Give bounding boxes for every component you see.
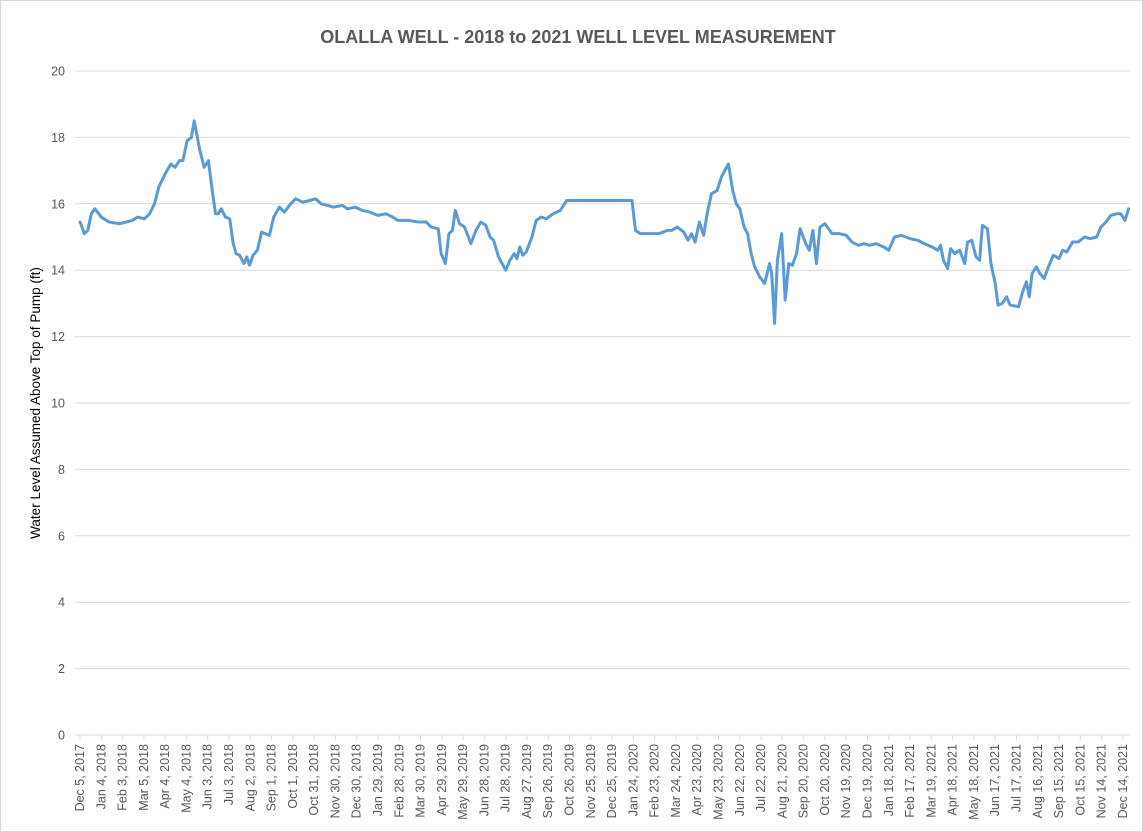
x-tick-label: Mar 30, 2019	[414, 744, 428, 818]
x-tick-label: Dec 14, 2021	[1116, 744, 1130, 818]
x-tick-label: Mar 5, 2018	[137, 744, 151, 811]
x-tick-label: Apr 18, 2021	[946, 744, 960, 816]
x-tick-label: Jan 24, 2020	[626, 744, 640, 816]
x-tick-label: May 29, 2019	[456, 744, 470, 820]
x-tick-label: Nov 14, 2021	[1095, 744, 1109, 818]
y-tick-label: 10	[51, 397, 65, 411]
x-tick-label: Sep 20, 2020	[797, 744, 811, 818]
x-tick-label: Jun 28, 2019	[477, 744, 491, 816]
x-tick-label: Oct 26, 2019	[563, 744, 577, 816]
x-tick-label: Mar 19, 2021	[924, 744, 938, 818]
x-tick-label: May 18, 2021	[967, 744, 981, 820]
x-tick-label: Mar 24, 2020	[669, 744, 683, 818]
x-tick-label: May 4, 2018	[179, 744, 193, 813]
x-tick-label: Nov 30, 2018	[328, 744, 342, 818]
y-tick-label: 18	[51, 131, 65, 145]
x-tick-label: May 23, 2020	[712, 744, 726, 820]
x-tick-label: Feb 3, 2018	[116, 744, 130, 811]
x-tick-label: Jul 28, 2019	[499, 744, 513, 812]
x-tick-label: Jun 17, 2021	[988, 744, 1002, 816]
x-tick-label: Jan 18, 2021	[882, 744, 896, 816]
y-tick-label: 2	[58, 662, 65, 676]
x-tick-label: Dec 30, 2018	[350, 744, 364, 818]
x-tick-label: Jul 22, 2020	[754, 744, 768, 812]
y-tick-label: 4	[58, 596, 65, 610]
x-tick-label: Dec 25, 2019	[605, 744, 619, 818]
x-tick-label: Oct 31, 2018	[307, 744, 321, 816]
x-tick-label: Oct 15, 2021	[1073, 744, 1087, 816]
x-tick-label: Sep 1, 2018	[265, 744, 279, 811]
x-tick-label: Apr 4, 2018	[158, 744, 172, 809]
x-tick-label: Feb 17, 2021	[903, 744, 917, 818]
x-tick-label: Feb 23, 2020	[648, 744, 662, 818]
x-tick-label: Dec 5, 2017	[73, 744, 87, 811]
chart-title: OLALLA WELL - 2018 to 2021 WELL LEVEL ME…	[320, 27, 835, 47]
x-tick-label: Sep 15, 2021	[1052, 744, 1066, 818]
y-tick-label: 16	[51, 197, 65, 211]
data-line	[78, 119, 1131, 325]
x-tick-label: Aug 27, 2019	[520, 744, 534, 818]
x-tick-label: Apr 29, 2019	[435, 744, 449, 816]
x-tick-label: Jan 29, 2019	[371, 744, 385, 816]
y-tick-label: 8	[58, 463, 65, 477]
y-tick-label: 14	[51, 264, 65, 278]
x-tick-label: Jan 4, 2018	[94, 744, 108, 809]
x-tick-label: Jul 17, 2021	[1009, 744, 1023, 812]
y-tick-label: 20	[51, 65, 65, 79]
x-tick-label: Jun 3, 2018	[201, 744, 215, 809]
y-tick-label: 12	[51, 330, 65, 344]
x-tick-label: Oct 1, 2018	[286, 744, 300, 809]
x-tick-label: Feb 28, 2019	[392, 744, 406, 818]
y-axis-label: Water Level Assumed Above Top of Pump (f…	[28, 267, 43, 539]
x-tick-label: Aug 2, 2018	[243, 744, 257, 811]
x-tick-label: Aug 16, 2021	[1031, 744, 1045, 818]
x-tick-label: Aug 21, 2020	[775, 744, 789, 818]
y-tick-label: 0	[58, 729, 65, 743]
x-tick-label: Oct 20, 2020	[818, 744, 832, 816]
x-tick-label: Dec 19, 2020	[861, 744, 875, 818]
y-tick-label: 6	[58, 529, 65, 543]
x-tick-label: Nov 19, 2020	[839, 744, 853, 818]
x-tick-label: Sep 26, 2019	[541, 744, 555, 818]
x-tick-label: Apr 23, 2020	[690, 744, 704, 816]
x-tick-label: Jul 3, 2018	[222, 744, 236, 805]
x-tick-label: Jun 22, 2020	[733, 744, 747, 816]
x-tick-label: Nov 25, 2019	[584, 744, 598, 818]
